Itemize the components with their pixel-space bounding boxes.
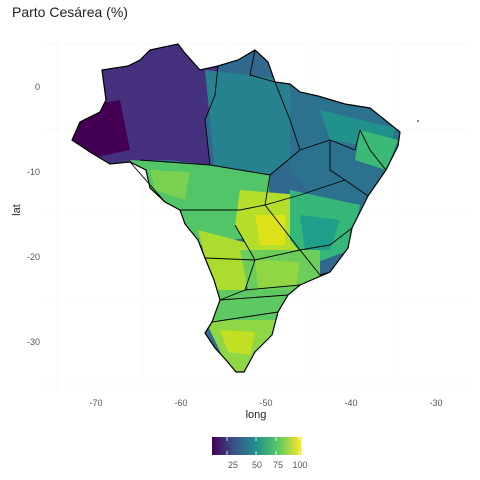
y-tick: 0 (35, 82, 40, 92)
legend-tick: 25 (228, 460, 238, 470)
y-axis-label: lat (11, 204, 23, 216)
x-tick: -60 (174, 398, 187, 408)
x-tick: -30 (429, 398, 442, 408)
legend-tick: 50 (252, 460, 262, 470)
legend-tick: 100 (292, 460, 307, 470)
x-tick: -50 (259, 398, 272, 408)
chart-title: Parto Cesárea (%) (12, 4, 128, 20)
y-tick: -30 (27, 337, 40, 347)
legend-tick: 75 (273, 460, 283, 470)
x-tick: -40 (344, 398, 357, 408)
x-tick: -70 (89, 398, 102, 408)
brazil-map (71, 43, 419, 373)
x-axis-label: long (246, 409, 267, 421)
y-tick: -20 (27, 252, 40, 262)
y-axis: 0 -10 -20 -30 lat (11, 82, 40, 347)
legend-colorbar (212, 437, 301, 455)
legend: 25 50 75 100 (212, 437, 308, 470)
y-tick: -10 (27, 167, 40, 177)
x-axis: -70 -60 -50 -40 -30 long (89, 398, 442, 421)
